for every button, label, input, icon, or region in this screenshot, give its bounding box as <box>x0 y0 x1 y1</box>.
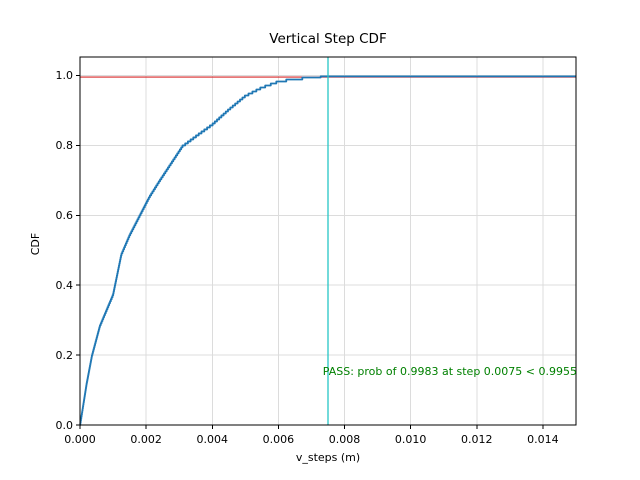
y-tick-label: 0.4 <box>55 278 74 292</box>
x-tick-label: 0.006 <box>262 433 295 446</box>
chart-title: Vertical Step CDF <box>269 31 387 47</box>
pass-annotation: PASS: prob of 0.9983 at step 0.0075 < 0.… <box>322 365 577 378</box>
y-axis-label: CDF <box>29 232 42 256</box>
axes-spines <box>79 56 577 426</box>
x-tick-label: 0.004 <box>196 433 229 446</box>
y-tick-label: 0.8 <box>55 138 74 152</box>
y-tick-label: 1.0 <box>55 69 74 83</box>
x-tick-label: 0.002 <box>130 433 162 446</box>
x-tick-label: 0.008 <box>328 433 361 446</box>
vertical-step-ecdf <box>79 75 576 426</box>
y-tick-label: 0.2 <box>55 348 74 362</box>
y-tick-label: 0.6 <box>55 208 74 222</box>
x-tick-label: 0.014 <box>527 433 559 446</box>
x-tick-label: 0.000 <box>64 433 96 446</box>
x-tick-label: 0.012 <box>461 433 493 446</box>
y-tick-label: 0.0 <box>55 418 74 432</box>
x-axis-label: v_steps (m) <box>295 451 361 464</box>
x-tick-label: 0.010 <box>394 433 427 446</box>
